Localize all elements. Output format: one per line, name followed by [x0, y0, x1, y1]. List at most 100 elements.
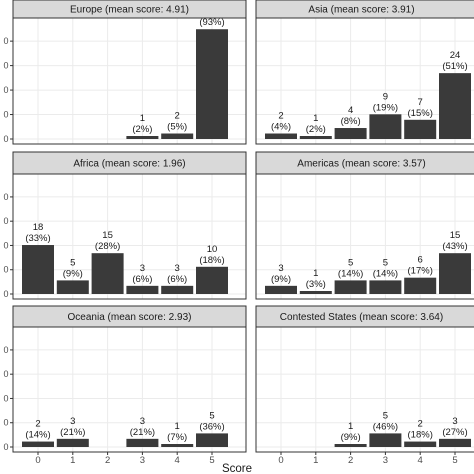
bar-count-label: 5 [70, 257, 75, 268]
bar-count-label: 18 [33, 222, 44, 233]
bar-2 [334, 280, 367, 294]
bar-count-label: 15 [450, 230, 461, 241]
facet-title: Americas (mean score: 3.57) [297, 159, 425, 170]
x-tick-label: 1 [70, 455, 75, 466]
bar-count-label: 9 [383, 91, 388, 102]
bar-count-label: 2 [418, 419, 423, 430]
bar-3 [369, 280, 402, 294]
bar-count-label: 2 [278, 111, 283, 122]
bar-percent-label: (43%) [442, 241, 467, 252]
bar-percent-label: (8%) [341, 116, 361, 127]
bar-percent-label: (18%) [408, 430, 433, 441]
bar-percent-label: (51%) [442, 61, 467, 72]
x-axis-title: Score [222, 463, 252, 474]
bar-percent-label: (46%) [373, 421, 398, 432]
bar-5 [196, 266, 228, 294]
bar-percent-label: (21%) [60, 427, 85, 438]
bar-count-label: 4 [348, 105, 353, 116]
bar-count-label: 2 [35, 419, 40, 430]
bar-percent-label: (9%) [341, 432, 361, 443]
y-tick-label: 0 [3, 216, 8, 226]
bar-percent-label: (33%) [25, 233, 50, 244]
bar-percent-label: (27%) [442, 427, 467, 438]
bar-percent-label: (6%) [132, 274, 152, 285]
bar-count-label: 1 [175, 421, 180, 432]
bar-5 [439, 438, 471, 447]
bar-percent-label: (14%) [338, 268, 363, 279]
bar-percent-label: (2%) [132, 124, 152, 135]
x-tick-label: 1 [313, 455, 318, 466]
bar-count-label: 3 [278, 263, 283, 274]
bar-3 [369, 114, 402, 139]
facet-strip [255, 151, 474, 175]
y-tick-label: 0 [3, 36, 8, 46]
bar-1 [56, 280, 89, 294]
bar-0 [22, 245, 54, 294]
bar-percent-label: (14%) [373, 268, 398, 279]
bar-4 [161, 444, 194, 447]
y-tick-label: 0 [3, 289, 8, 299]
facet-strip [12, 0, 247, 19]
bar-percent-label: (18%) [199, 255, 224, 266]
x-tick-label: 5 [452, 455, 457, 466]
bar-percent-label: (5%) [167, 122, 187, 133]
bar-4 [161, 133, 194, 139]
x-tick-label: 5 [209, 455, 214, 466]
bar-count-label: 3 [140, 416, 145, 427]
bar-percent-label: (6%) [167, 274, 187, 285]
bar-percent-label: (7%) [167, 432, 187, 443]
bar-0 [265, 133, 297, 139]
bar-4 [404, 119, 437, 139]
x-tick-label: 2 [348, 455, 353, 466]
panel-background [256, 174, 474, 299]
bar-2 [91, 253, 124, 294]
bar-count-label: 24 [450, 50, 461, 61]
y-tick-label: 0 [3, 85, 8, 95]
x-tick-label: 2 [105, 455, 110, 466]
y-tick-label: 0 [3, 192, 8, 202]
bar-percent-label: (28%) [95, 241, 120, 252]
facet-title: Africa (mean score: 1.96) [73, 159, 185, 170]
bar-5 [439, 73, 471, 139]
x-tick-label: 3 [383, 455, 388, 466]
bar-count-label: 5 [209, 410, 214, 421]
bar-count-label: 3 [70, 416, 75, 427]
facet-title: Oceania (mean score: 2.93) [68, 312, 192, 323]
bar-2 [334, 444, 367, 447]
x-tick-label: 3 [140, 455, 145, 466]
bar-5 [439, 253, 471, 294]
bar-percent-label: (14%) [25, 430, 50, 441]
bar-4 [404, 441, 437, 447]
y-tick-label: 0 [3, 61, 8, 71]
y-tick-label: 0 [3, 369, 8, 379]
panel-background [13, 327, 246, 452]
bar-count-label: 1 [348, 421, 353, 432]
bar-count-label: 10 [207, 244, 218, 255]
bar-percent-label: (15%) [408, 108, 433, 119]
bar-count-label: 5 [348, 257, 353, 268]
bar-2 [334, 128, 367, 139]
y-tick-label: 0 [3, 134, 8, 144]
bar-percent-label: (93%) [199, 17, 224, 28]
y-tick-label: 0 [3, 442, 8, 452]
bar-1 [299, 291, 332, 294]
y-tick-label: 0 [3, 265, 8, 275]
facet-strip [255, 0, 474, 19]
facet-title: Asia (mean score: 3.91) [308, 5, 414, 16]
y-tick-label: 0 [3, 393, 8, 403]
bar-percent-label: (36%) [199, 421, 224, 432]
facet-strip [12, 305, 247, 328]
bar-1 [299, 136, 332, 139]
facet-strip [255, 305, 474, 328]
bar-count-label: 15 [102, 230, 113, 241]
bar-percent-label: (21%) [130, 427, 155, 438]
bar-0 [22, 441, 54, 447]
x-tick-label: 4 [175, 455, 180, 466]
bar-percent-label: (9%) [271, 274, 291, 285]
x-tick-label: 0 [35, 455, 40, 466]
bar-5 [196, 29, 228, 139]
bar-0 [265, 285, 297, 294]
bar-count-label: 1 [313, 113, 318, 124]
bar-count-label: 5 [383, 410, 388, 421]
